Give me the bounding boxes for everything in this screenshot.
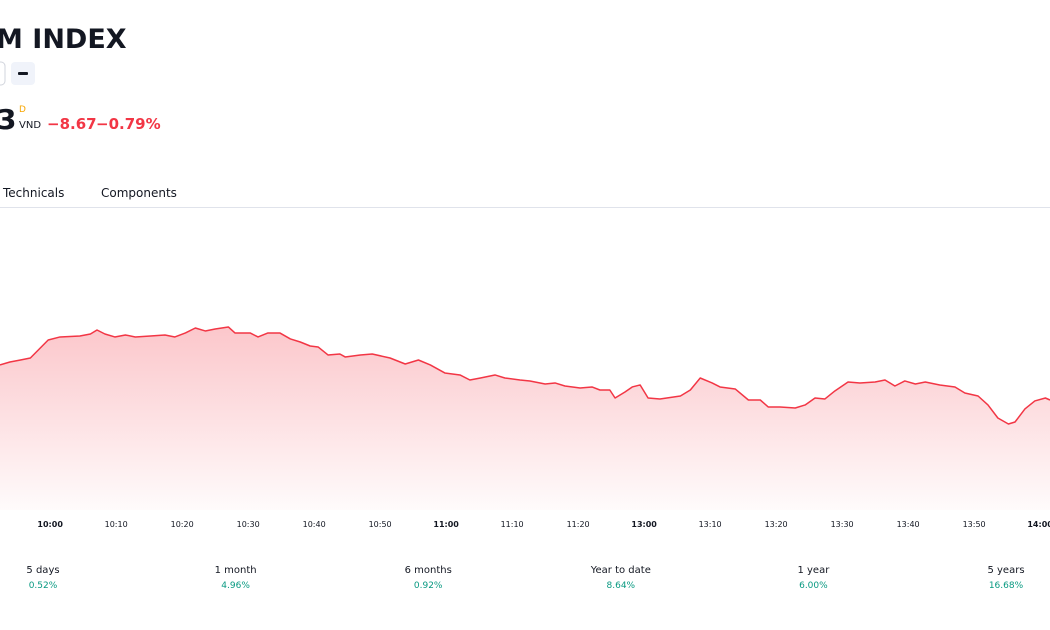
period-change: 0.52%	[29, 581, 58, 591]
period-change: 0.92%	[414, 581, 443, 591]
period-label: 6 months	[405, 565, 452, 576]
currency: VND	[19, 120, 41, 131]
period-label: 1 year	[797, 565, 830, 576]
period-label: Year to date	[590, 565, 651, 576]
tab[interactable]: Components	[101, 186, 177, 200]
period-change: 8.64%	[607, 581, 636, 591]
price-change: −8.67	[47, 115, 97, 133]
plot: 10:00 10:10 10:20 10:30 10:40 10:50 11:00 11:10…	[0, 326, 1050, 529]
period-change: 6.00%	[799, 581, 828, 591]
x-tick-label: 14:00	[1027, 520, 1050, 529]
period-change: 4.96%	[221, 581, 250, 591]
tab[interactable]: Technicals	[2, 186, 64, 200]
price-line	[0, 326, 1050, 425]
performance: 5 days 0.52% 1 month 4.96% 6 months 0.92% Year…	[26, 565, 1024, 591]
period-label: 1 month	[215, 565, 257, 576]
x-tick-label: 11:10	[501, 520, 524, 529]
period-label: 5 years	[987, 565, 1024, 576]
x-tick-label: 10:50	[369, 520, 392, 529]
x-tick-label: 13:20	[765, 520, 788, 529]
x-tick-label: 13:30	[831, 520, 854, 529]
x-tick-label: 13:10	[699, 520, 722, 529]
button[interactable]	[0, 61, 6, 86]
x-tick-label: 10:10	[105, 520, 128, 529]
x-tick-label: 13:40	[897, 520, 920, 529]
x-tick-label: 10:00	[37, 520, 63, 529]
period-change: 16.68%	[989, 581, 1024, 591]
area-fill	[0, 326, 1050, 510]
period-label: 5 days	[26, 565, 59, 576]
price: 3	[0, 103, 16, 136]
x-tick-label: 10:40	[303, 520, 326, 529]
x-tick-label: 13:00	[631, 520, 657, 529]
price-flag: D	[19, 105, 26, 115]
x-tick-label: 10:20	[171, 520, 194, 529]
dash-icon	[18, 72, 28, 75]
price-change-percent: −0.79%	[96, 115, 161, 133]
x-tick-label: 13:50	[963, 520, 986, 529]
x-tick-label: 11:20	[567, 520, 590, 529]
symbol-title: M INDEX	[0, 24, 127, 55]
x-tick-label: 10:30	[237, 520, 260, 529]
x-tick-label: 11:00	[433, 520, 459, 529]
